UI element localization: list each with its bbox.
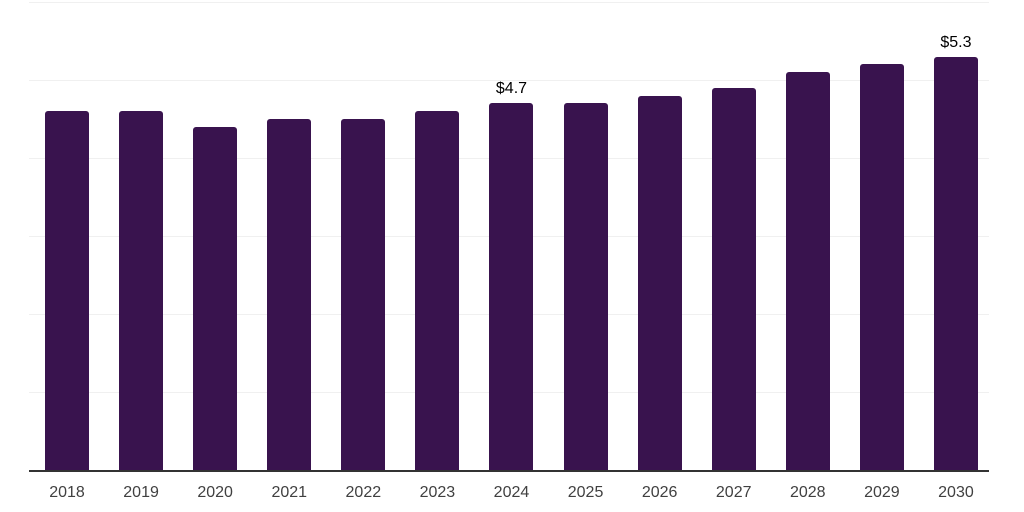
bar-2027[interactable] bbox=[711, 87, 756, 470]
x-tick-label-2022: 2022 bbox=[345, 484, 382, 501]
bar-value-label-2030: $5.3 bbox=[940, 33, 972, 51]
bar-2021[interactable] bbox=[267, 119, 312, 470]
bar-2025[interactable] bbox=[563, 103, 608, 470]
bar-2026[interactable] bbox=[637, 95, 682, 470]
bar-2020[interactable] bbox=[193, 126, 238, 470]
x-tick-label-2023: 2023 bbox=[419, 484, 456, 501]
x-axis-line bbox=[29, 470, 989, 472]
bar-2023[interactable] bbox=[415, 111, 460, 470]
bar-2030[interactable]: $5.3 bbox=[933, 34, 978, 470]
x-tick-label-2026: 2026 bbox=[641, 484, 678, 501]
x-tick-label-2021: 2021 bbox=[271, 484, 308, 501]
x-tick-label-2028: 2028 bbox=[789, 484, 826, 501]
x-tick-label-2029: 2029 bbox=[864, 484, 900, 501]
gridline-y-6 bbox=[29, 2, 989, 3]
x-tick-label-2019: 2019 bbox=[123, 484, 159, 501]
bar-2018[interactable] bbox=[45, 111, 89, 470]
plot-area: $4.7 $5.3 bbox=[29, 2, 989, 472]
bar-2019[interactable] bbox=[119, 111, 164, 470]
bar-chart: $4.7 $5.3 2018 2019 2020 2021 2022 2023 2024 202… bbox=[29, 0, 989, 512]
bar-value-label-2024: $4.7 bbox=[495, 80, 528, 98]
gridline-y-5 bbox=[29, 80, 989, 81]
bars-container: $4.7 $5.3 bbox=[29, 2, 989, 470]
x-axis-labels: 2018 2019 2020 2021 2022 2023 2024 2025 2026 2027… bbox=[29, 484, 989, 502]
x-tick-label-2030: 2030 bbox=[938, 484, 974, 501]
bar-2028[interactable] bbox=[785, 72, 830, 470]
bar-2029[interactable] bbox=[859, 64, 904, 470]
x-tick-label-2024: 2024 bbox=[493, 484, 530, 501]
bar-2024[interactable]: $4.7 bbox=[489, 80, 534, 470]
x-tick-label-2018: 2018 bbox=[49, 484, 85, 501]
x-tick-label-2025: 2025 bbox=[567, 484, 604, 501]
x-tick-label-2027: 2027 bbox=[715, 484, 752, 501]
x-tick-label-2020: 2020 bbox=[197, 484, 233, 501]
bar-2022[interactable] bbox=[341, 119, 386, 470]
